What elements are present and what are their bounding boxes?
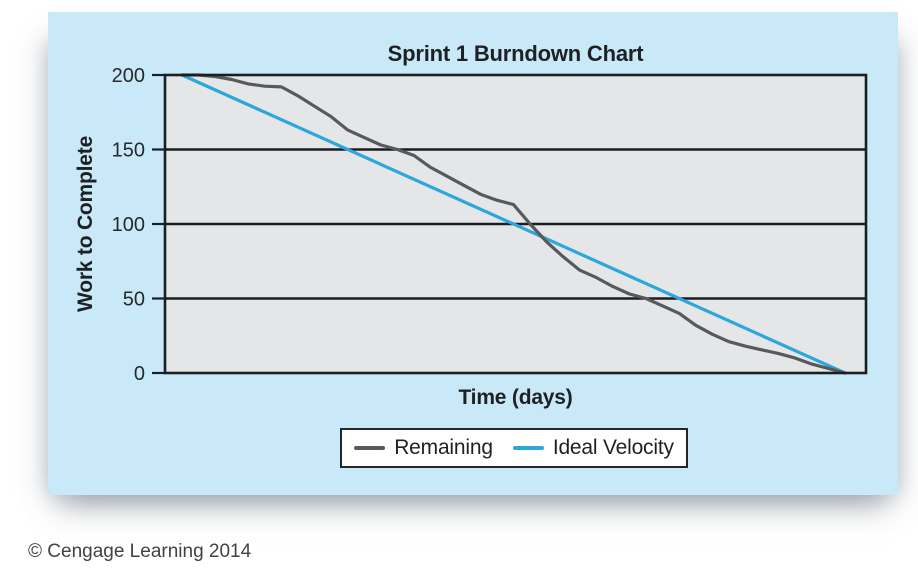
plot-border xyxy=(163,73,868,375)
ideal-velocity-line-swatch xyxy=(512,446,544,450)
legend-item-ideal-velocity: Ideal Velocity xyxy=(512,436,674,460)
figure-panel: Sprint 1 Burndown Chart Work to Complete… xyxy=(48,12,898,495)
series-remaining xyxy=(180,73,847,375)
y-tick-label: 50 xyxy=(123,289,145,311)
y-tick-label: 100 xyxy=(112,214,145,236)
legend-item-remaining: Remaining xyxy=(354,436,493,460)
y-tick-label: 200 xyxy=(112,65,145,87)
legend-label: Remaining xyxy=(394,436,493,459)
x-axis-title: Time (days) xyxy=(458,386,573,409)
y-tick-label: 150 xyxy=(112,140,145,162)
series-ideal-velocity xyxy=(180,73,847,375)
chart-legend: Remaining Ideal Velocity xyxy=(340,428,688,468)
y-tick-label: 0 xyxy=(134,363,145,385)
remaining-line-swatch xyxy=(354,446,386,450)
copyright-notice: © Cengage Learning 2014 xyxy=(28,541,252,562)
legend-label: Ideal Velocity xyxy=(552,436,674,459)
chart-title: Sprint 1 Burndown Chart xyxy=(387,41,644,66)
y-axis-title-text: Work to Complete xyxy=(74,135,97,313)
burndown-chart: 0 50 100 150 200 xyxy=(112,65,868,385)
